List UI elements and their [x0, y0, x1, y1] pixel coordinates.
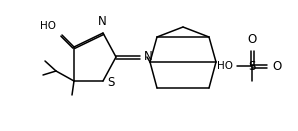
- Text: S: S: [107, 75, 114, 89]
- Text: HO: HO: [217, 61, 233, 71]
- Text: N: N: [144, 50, 153, 64]
- Text: O: O: [272, 59, 281, 72]
- Text: S: S: [248, 59, 256, 72]
- Text: HO: HO: [40, 21, 56, 31]
- Text: O: O: [247, 33, 257, 46]
- Text: N: N: [98, 15, 106, 28]
